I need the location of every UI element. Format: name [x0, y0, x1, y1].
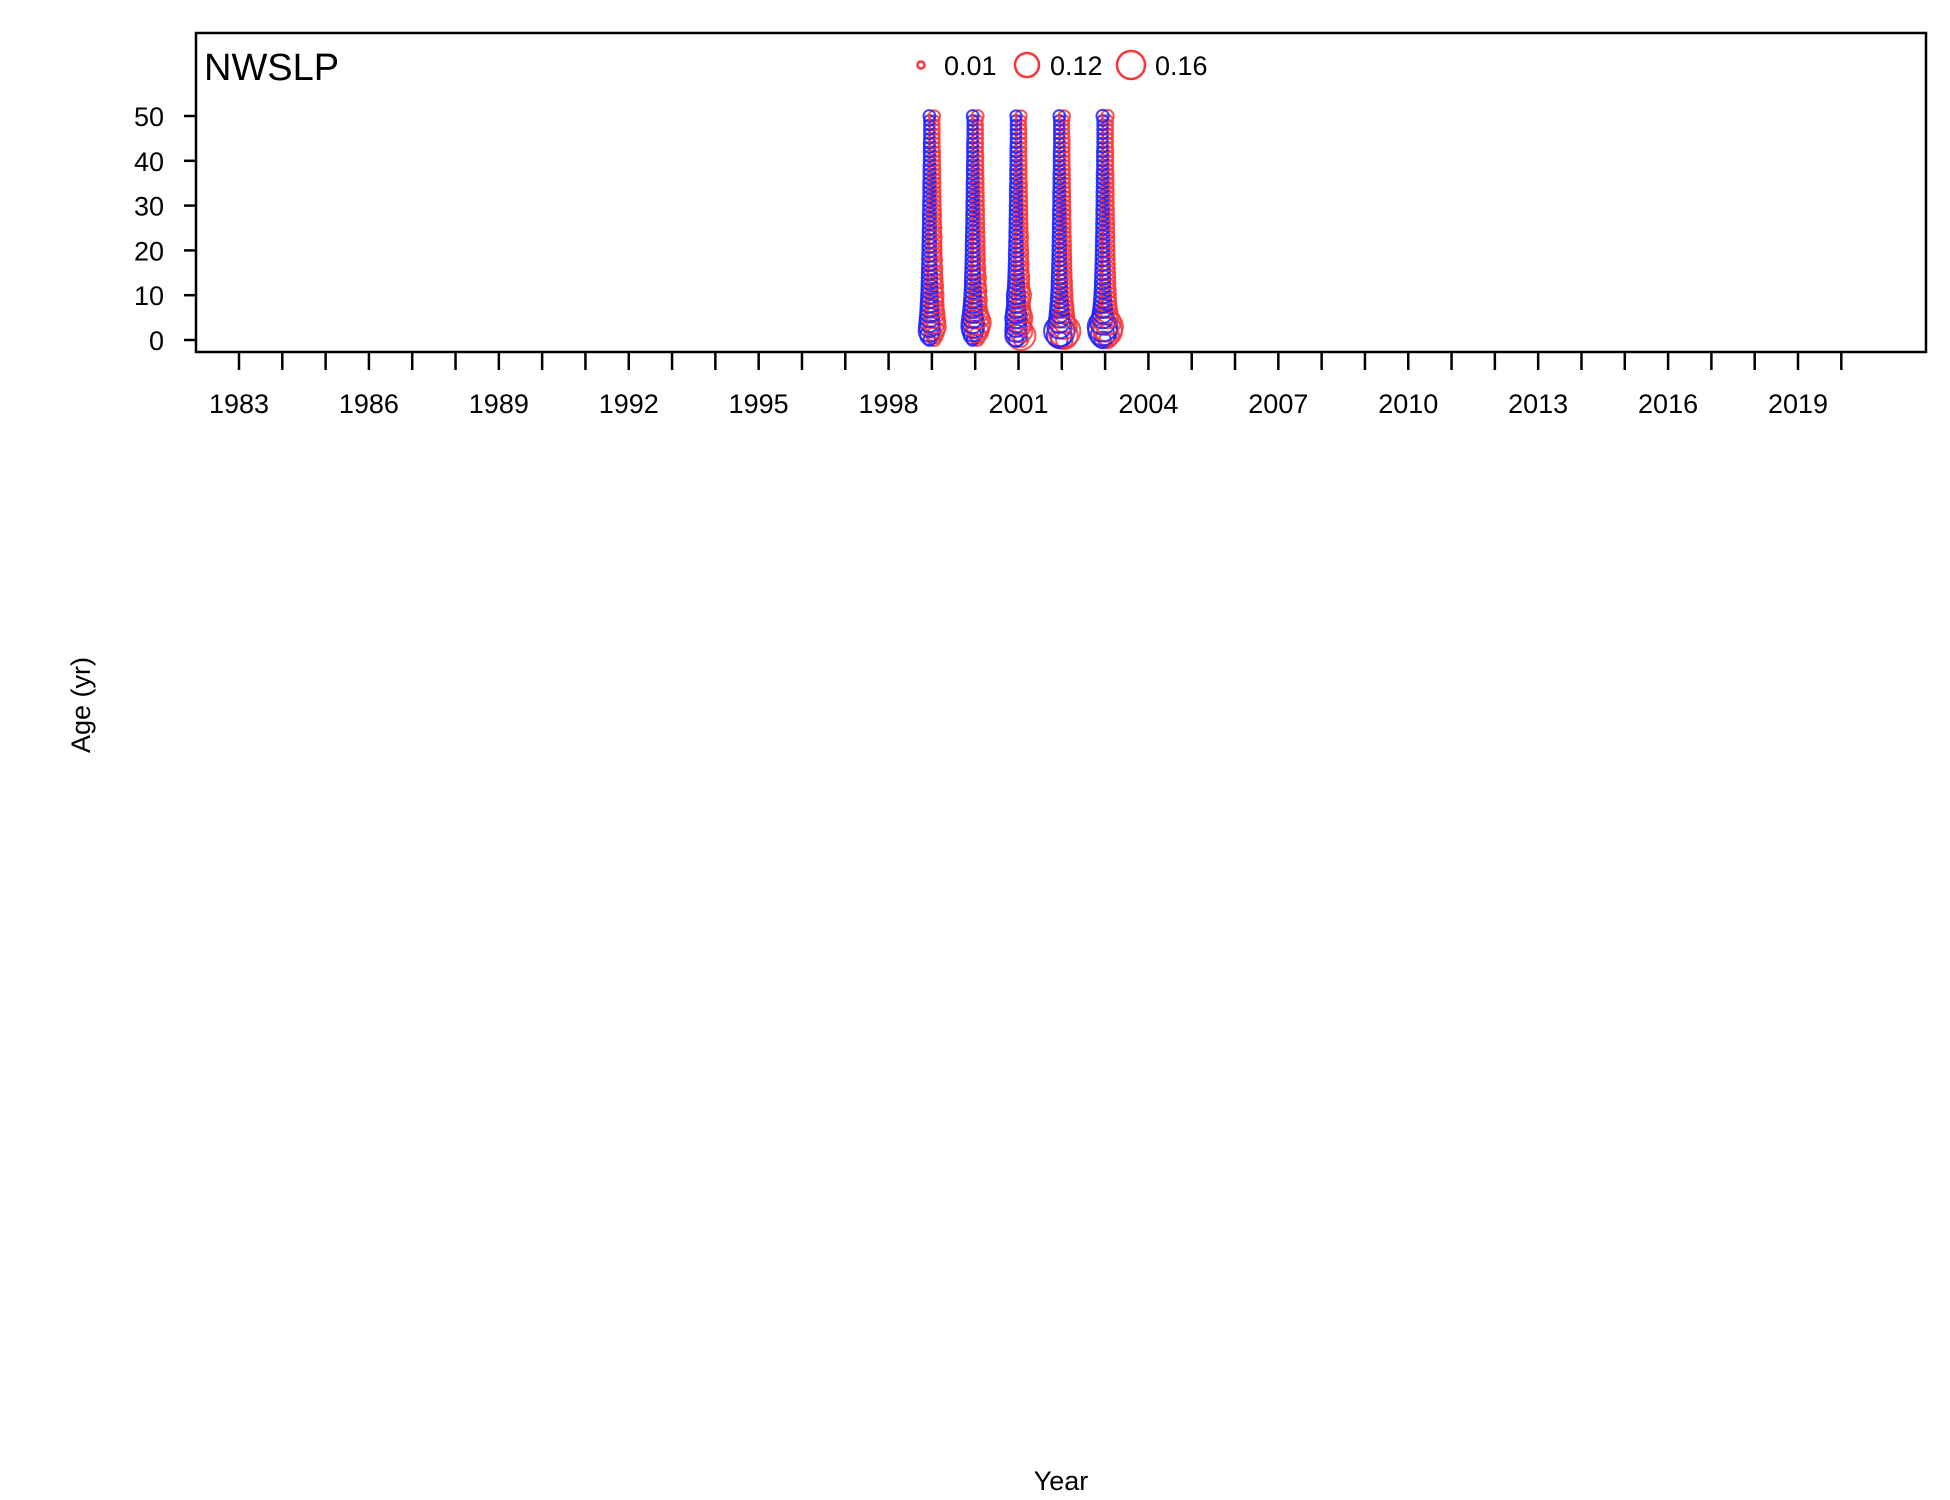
- y-tick-label: 40: [134, 147, 164, 177]
- legend-bubble: [1115, 49, 1147, 81]
- expected-bubble: [922, 109, 937, 123]
- x-tick-label: 2019: [1768, 389, 1828, 419]
- expected-bubble: [1006, 281, 1026, 301]
- x-tick-label: 1986: [339, 389, 399, 419]
- expected-bubble: [1092, 294, 1113, 315]
- observed-bubble: [1014, 109, 1028, 123]
- x-axis: 1983 1986 1989 1992 1995 1998 2001 2004 2007 2010…: [209, 352, 1843, 419]
- expected-bubble: [919, 290, 939, 310]
- observed-bubble: [926, 242, 943, 259]
- expected-bubble: [965, 109, 980, 123]
- bubble-layer: [917, 108, 1124, 351]
- y-tick-label: 10: [134, 281, 164, 311]
- y-tick-label: 30: [134, 192, 164, 222]
- x-tick-label: 2013: [1508, 389, 1568, 419]
- y-tick-label: 20: [134, 236, 164, 266]
- expected-bubble: [1049, 294, 1070, 315]
- observed-bubble: [923, 302, 946, 325]
- y-axis: 0 10 20 30 40 50: [134, 102, 196, 356]
- x-tick-label: 1995: [729, 389, 789, 419]
- observed-bubble: [1057, 109, 1071, 123]
- x-tick-label: 1989: [469, 389, 529, 419]
- expected-bubble: [1009, 109, 1023, 123]
- expected-bubble: [1052, 109, 1067, 123]
- panel-label: NWSLP: [204, 47, 339, 89]
- observed-bubble: [927, 109, 942, 123]
- observed-bubble: [970, 109, 985, 123]
- x-tick-label: 1983: [209, 389, 269, 419]
- x-tick-label: 2001: [988, 389, 1048, 419]
- x-tick-label: 2016: [1638, 389, 1698, 419]
- observed-bubble: [1100, 108, 1115, 124]
- legend-label: 0.01: [944, 51, 997, 81]
- y-axis-title: Age (yr): [66, 657, 96, 753]
- observed-bubble: [1050, 313, 1078, 341]
- x-tick-label: 1992: [599, 389, 659, 419]
- x-tick-label: 2004: [1118, 389, 1178, 419]
- y-tick-label: 50: [134, 102, 164, 132]
- y-tick-label: 0: [149, 326, 164, 356]
- x-tick-label: 1998: [859, 389, 919, 419]
- x-tick-label: 2010: [1378, 389, 1438, 419]
- legend: 0.01 0.12 0.16: [916, 49, 1208, 81]
- expected-bubble: [1089, 308, 1117, 336]
- expected-bubble: [1046, 313, 1073, 340]
- legend-label: 0.12: [1050, 51, 1103, 81]
- expected-bubble: [1095, 108, 1110, 124]
- legend-label: 0.16: [1155, 51, 1208, 81]
- x-axis-title: Year: [1034, 1466, 1089, 1496]
- observed-bubble: [967, 289, 988, 310]
- legend-bubble: [1013, 51, 1041, 79]
- legend-bubble: [916, 60, 926, 70]
- observed-bubble: [1054, 294, 1075, 314]
- x-tick-label: 2007: [1248, 389, 1308, 419]
- observed-bubble: [1097, 294, 1118, 314]
